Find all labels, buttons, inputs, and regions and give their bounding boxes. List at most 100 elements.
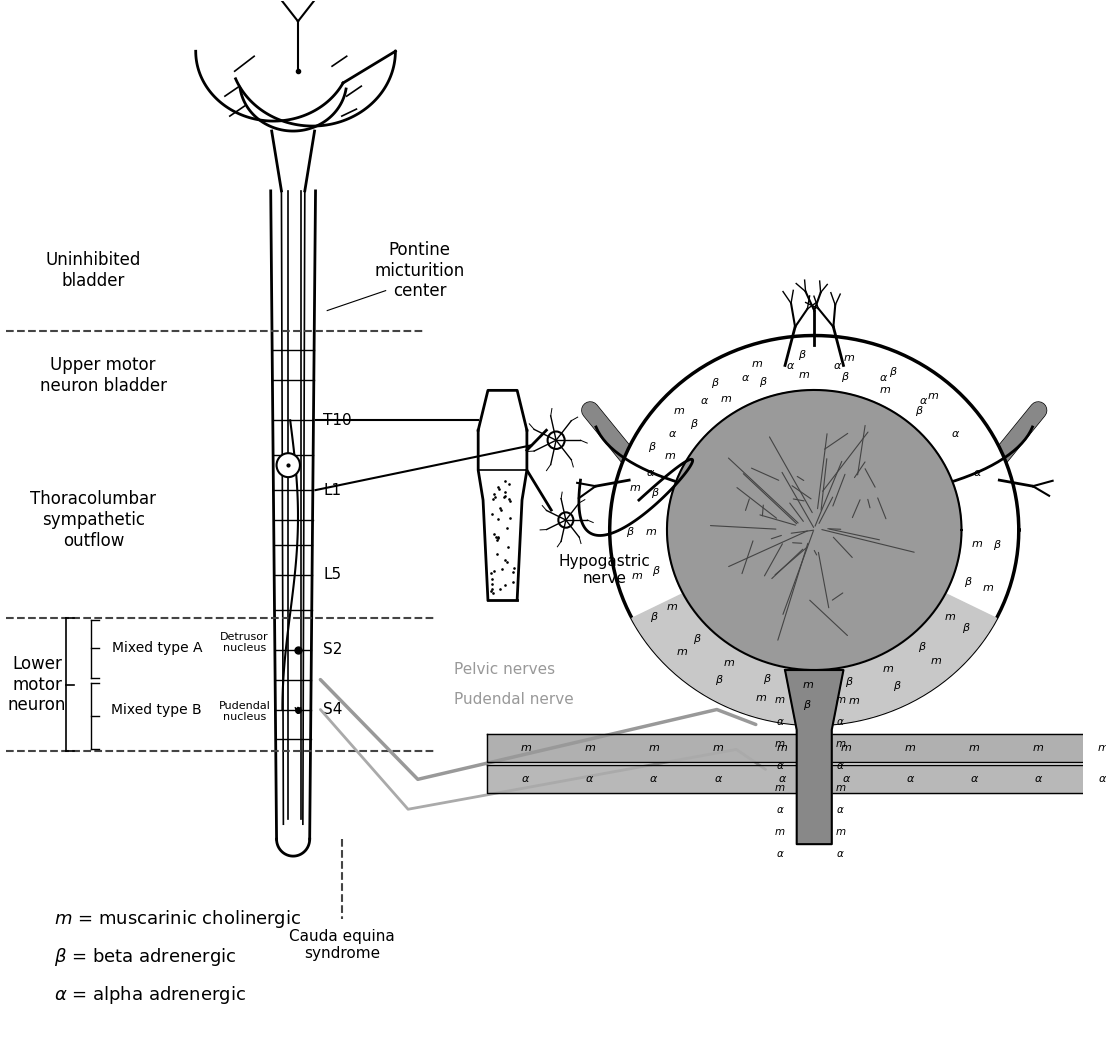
Text: $m$: $m$ [927,391,939,401]
Text: $m$: $m$ [629,483,641,493]
Text: m: m [836,783,846,793]
Text: $\alpha$: $\alpha$ [741,373,750,384]
Text: $\alpha$: $\alpha$ [833,362,843,371]
Text: $\beta$: $\beta$ [889,365,898,379]
Text: m: m [775,826,785,837]
Text: $m$: $m$ [969,743,980,754]
Text: $m$: $m$ [666,602,678,612]
Text: m: m [836,826,846,837]
Text: $\alpha$: $\alpha$ [776,804,785,815]
Text: $m$: $m$ [1032,743,1044,754]
Text: $\alpha$: $\alpha$ [878,373,888,384]
Text: $\beta$: $\beta$ [803,698,812,711]
Text: $\alpha$: $\alpha$ [649,775,659,784]
Text: $\alpha$: $\alpha$ [1034,775,1043,784]
Text: $m$ = muscarinic cholinergic: $m$ = muscarinic cholinergic [54,907,302,930]
Text: $\alpha$: $\alpha$ [836,761,844,770]
Text: Lower
motor
neuron: Lower motor neuron [8,655,66,715]
Text: Mixed type A: Mixed type A [112,641,202,655]
Text: $\beta$: $\beta$ [915,404,924,417]
Text: $\beta$: $\beta$ [759,375,768,389]
Text: $m$: $m$ [677,647,689,658]
Text: $\alpha$: $\alpha$ [836,848,844,859]
Text: Thoracolumbar
sympathetic
outflow: Thoracolumbar sympathetic outflow [31,490,156,550]
Text: $\alpha$: $\alpha$ [970,775,979,784]
Text: $m$: $m$ [847,696,859,706]
Text: $m$: $m$ [905,743,917,754]
Text: $\beta$: $\beta$ [993,539,1002,552]
Polygon shape [667,390,961,670]
Text: $m$: $m$ [648,743,660,754]
Text: $\alpha$: $\alpha$ [1098,775,1106,784]
Polygon shape [487,765,1106,794]
Text: Hypogastric
nerve: Hypogastric nerve [559,553,650,586]
Text: m: m [775,695,785,705]
Text: $\alpha$: $\alpha$ [713,775,722,784]
Text: $\alpha$: $\alpha$ [786,362,795,371]
Text: $\beta$: $\beta$ [651,486,659,500]
Polygon shape [632,593,997,724]
Text: $\alpha$: $\alpha$ [700,396,710,407]
Text: T10: T10 [323,413,352,428]
Text: $\alpha$: $\alpha$ [842,775,851,784]
Text: Pontine
micturition
center: Pontine micturition center [375,241,465,300]
Text: $m$: $m$ [776,743,789,754]
Text: $\beta$: $\beta$ [763,672,772,686]
Text: $\beta$: $\beta$ [962,621,971,635]
Text: $\beta$: $\beta$ [714,672,723,687]
Text: $\beta$: $\beta$ [690,417,699,431]
Text: $\beta$: $\beta$ [651,564,660,578]
Text: S4: S4 [323,702,343,717]
Text: $m$: $m$ [971,539,983,548]
Text: m: m [775,739,785,748]
Polygon shape [785,670,844,844]
Text: Pudendal nerve: Pudendal nerve [453,692,574,707]
Text: $\beta$: $\beta$ [650,610,659,624]
Text: $m$: $m$ [723,658,735,668]
Text: $\beta$: $\beta$ [845,675,854,689]
Text: $\beta$: $\beta$ [626,525,635,540]
Text: $\alpha$: $\alpha$ [951,429,960,438]
Text: $\beta$: $\beta$ [841,370,849,385]
Text: Pelvic nerves: Pelvic nerves [453,662,555,677]
Text: $m$: $m$ [1096,743,1106,754]
Text: $m$: $m$ [584,743,596,754]
Text: m: m [836,695,846,705]
Text: $m$: $m$ [520,743,532,754]
Text: $m$: $m$ [755,692,768,703]
Text: $\beta$: $\beta$ [964,575,973,589]
Text: Detrusor
nucleus: Detrusor nucleus [220,632,269,653]
Text: $\beta$: $\beta$ [799,348,807,363]
Text: $\alpha$: $\alpha$ [836,717,844,727]
Text: $m$: $m$ [878,385,890,394]
Text: $\beta$: $\beta$ [894,679,901,694]
Text: $\beta$ = beta adrenergic: $\beta$ = beta adrenergic [54,945,237,968]
Text: $m$: $m$ [883,664,895,674]
Text: $\alpha$: $\alpha$ [906,775,915,784]
Text: m: m [775,783,785,793]
Text: $\alpha$: $\alpha$ [836,804,844,815]
Text: $\beta$: $\beta$ [918,640,927,653]
Text: $\alpha$: $\alpha$ [776,848,785,859]
Text: $\alpha$: $\alpha$ [919,396,928,407]
Text: $m$: $m$ [799,370,810,379]
Circle shape [559,512,573,528]
Polygon shape [609,335,1019,724]
Text: $\alpha$: $\alpha$ [776,717,785,727]
Text: $m$: $m$ [712,743,724,754]
Text: $m$: $m$ [665,451,676,462]
Circle shape [547,431,565,449]
Text: $\beta$: $\beta$ [711,375,719,390]
Text: Upper motor
neuron bladder: Upper motor neuron bladder [40,356,167,395]
Text: Pudendal
nucleus: Pudendal nucleus [219,701,270,722]
Text: $\alpha$: $\alpha$ [973,468,982,479]
Circle shape [276,453,300,477]
Text: L1: L1 [323,483,342,497]
Text: $m$: $m$ [943,612,956,622]
Text: $\alpha$: $\alpha$ [668,429,677,438]
Text: m: m [836,739,846,748]
Text: S2: S2 [323,642,343,658]
Text: $m$: $m$ [751,358,763,369]
Text: $m$: $m$ [630,571,643,581]
Polygon shape [487,735,1106,762]
